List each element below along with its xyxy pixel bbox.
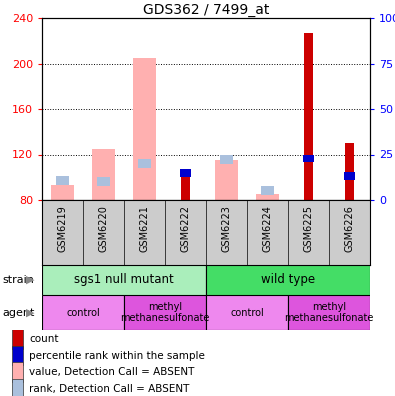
Bar — [133, 58, 156, 200]
Title: GDS362 / 7499_at: GDS362 / 7499_at — [143, 3, 269, 17]
Bar — [92, 149, 115, 200]
Bar — [206, 265, 370, 295]
Text: GSM6223: GSM6223 — [222, 205, 231, 252]
Bar — [288, 295, 370, 330]
Text: methyl
methanesulfonate: methyl methanesulfonate — [284, 302, 374, 323]
Bar — [206, 295, 288, 330]
Bar — [56, 176, 69, 185]
Text: GSM6219: GSM6219 — [58, 205, 68, 252]
Text: wild type: wild type — [261, 274, 315, 286]
Bar — [304, 33, 313, 200]
Text: GSM6220: GSM6220 — [98, 205, 109, 252]
Text: GSM6222: GSM6222 — [181, 205, 190, 252]
Text: GSM6225: GSM6225 — [303, 205, 314, 252]
Bar — [344, 171, 356, 179]
Bar — [42, 295, 124, 330]
Bar — [12, 329, 23, 349]
Bar — [345, 143, 354, 200]
Bar — [42, 265, 206, 295]
Bar — [12, 379, 23, 396]
Text: control: control — [230, 308, 264, 318]
Text: control: control — [66, 308, 100, 318]
Text: GSM6221: GSM6221 — [139, 205, 149, 252]
Text: ▶: ▶ — [26, 275, 34, 285]
Text: methyl
methanesulfonate: methyl methanesulfonate — [120, 302, 210, 323]
Text: strain: strain — [2, 275, 34, 285]
Bar — [12, 346, 23, 366]
Text: value, Detection Call = ABSENT: value, Detection Call = ABSENT — [29, 367, 194, 377]
Text: rank, Detection Call = ABSENT: rank, Detection Call = ABSENT — [29, 384, 189, 394]
Bar — [51, 185, 74, 200]
Bar — [303, 154, 314, 162]
Text: GSM6226: GSM6226 — [344, 205, 354, 252]
Bar — [12, 362, 23, 382]
Bar — [97, 177, 110, 187]
Bar — [215, 160, 238, 200]
Text: percentile rank within the sample: percentile rank within the sample — [29, 350, 205, 361]
Text: GSM6224: GSM6224 — [263, 205, 273, 252]
Bar — [256, 194, 279, 200]
Text: ▶: ▶ — [26, 308, 34, 318]
Bar — [138, 159, 151, 168]
Text: sgs1 null mutant: sgs1 null mutant — [74, 274, 174, 286]
Bar — [181, 176, 190, 200]
Bar — [180, 169, 191, 177]
Text: agent: agent — [2, 308, 34, 318]
Bar — [220, 154, 233, 164]
Text: count: count — [29, 334, 58, 344]
Bar — [261, 187, 274, 196]
Bar — [124, 295, 206, 330]
